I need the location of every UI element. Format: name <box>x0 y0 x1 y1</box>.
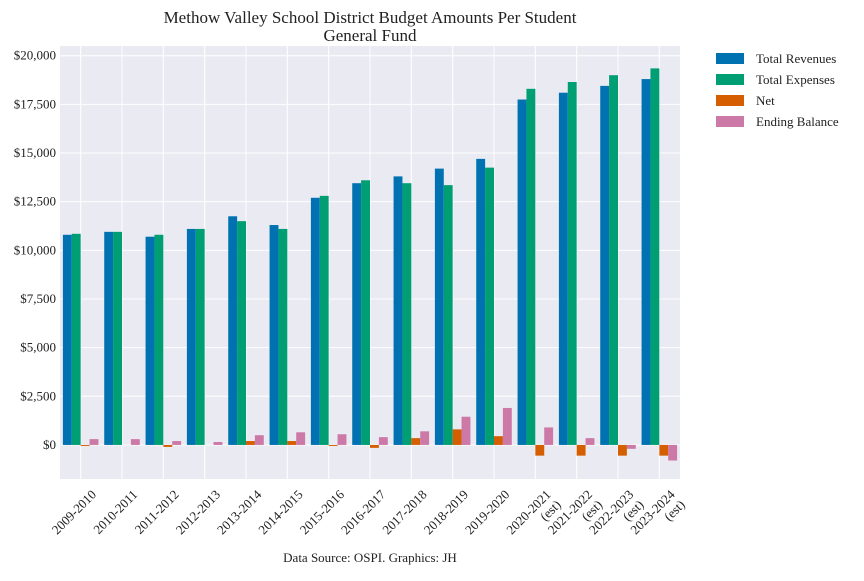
bar-total-expenses-7 <box>361 180 370 445</box>
legend: Total Revenues Total Expenses Net Ending Ba… <box>716 51 839 129</box>
bar-total-expenses-13 <box>609 75 618 445</box>
bar-ending-balance-4 <box>254 435 264 445</box>
x-tick-label-10: 2019-2020 <box>462 487 512 537</box>
bar-total-revenues-6 <box>310 197 320 445</box>
bar-ending-balance-10 <box>502 407 512 445</box>
bar-ending-balance-14 <box>668 444 678 461</box>
legend-label-2: Net <box>756 93 775 108</box>
y-axis-ticks: $0 $2,500 $5,000 $7,500 $10,000 $12,500 $15,00… <box>14 48 56 452</box>
x-tick-label-1: 2010-2011 <box>90 487 140 537</box>
bar-net-9 <box>452 429 462 445</box>
bar-total-expenses-10 <box>485 167 494 445</box>
bar-ending-balance-13 <box>626 444 636 449</box>
bar-net-14 <box>659 444 669 456</box>
bar-net-12 <box>576 444 586 456</box>
bar-total-expenses-0 <box>71 233 81 445</box>
legend-item-ending-balance: Ending Balance <box>716 114 839 129</box>
x-axis-ticks: 2009-20102010-20112011-20122012-20132013… <box>49 486 688 547</box>
bar-ending-balance-1 <box>130 439 140 445</box>
bar-total-revenues-8 <box>393 176 403 445</box>
bar-net-10 <box>494 436 503 445</box>
bar-net-5 <box>287 441 297 445</box>
bar-total-expenses-6 <box>319 195 329 445</box>
bar-total-revenues-1 <box>104 231 114 445</box>
y-tick-label-0: $0 <box>43 437 56 452</box>
bar-net-7 <box>370 444 379 448</box>
bar-total-expenses-14 <box>650 68 660 445</box>
bar-total-revenues-14 <box>641 79 651 445</box>
bar-total-expenses-2 <box>154 234 164 445</box>
bar-ending-balance-9 <box>461 416 471 445</box>
bar-total-revenues-3 <box>186 228 196 445</box>
bar-total-expenses-3 <box>195 228 205 445</box>
bar-ending-balance-3 <box>213 442 223 445</box>
bar-net-4 <box>246 441 255 445</box>
bar-total-expenses-12 <box>567 82 577 445</box>
legend-swatch-2 <box>716 95 744 106</box>
bar-ending-balance-12 <box>585 438 595 445</box>
y-tick-label-3: $7,500 <box>20 291 56 306</box>
bar-ending-balance-11 <box>544 427 554 445</box>
bar-total-revenues-13 <box>600 85 610 445</box>
y-tick-label-6: $15,000 <box>14 145 56 160</box>
y-tick-label-5: $12,500 <box>14 194 56 209</box>
bar-total-expenses-11 <box>526 88 536 445</box>
bar-total-expenses-9 <box>443 185 453 445</box>
bar-net-13 <box>618 444 627 456</box>
chart-title: Methow Valley School District Budget Amo… <box>164 8 577 27</box>
bar-total-expenses-5 <box>278 228 288 445</box>
bar-total-revenues-11 <box>517 99 527 445</box>
bar-total-revenues-0 <box>62 234 72 445</box>
legend-swatch-3 <box>716 116 744 127</box>
bar-net-2 <box>163 444 173 447</box>
bar-net-11 <box>535 444 545 456</box>
x-tick-label-8: 2017-2018 <box>379 487 429 537</box>
bar-total-revenues-12 <box>558 92 568 445</box>
data-source-note: Data Source: OSPI. Graphics: JH <box>283 550 457 565</box>
chart-subtitle: General Fund <box>323 26 417 45</box>
bar-total-revenues-7 <box>352 183 362 445</box>
legend-swatch-1 <box>716 74 744 85</box>
x-tick-label-0: 2009-2010 <box>49 487 99 537</box>
legend-item-total-expenses: Total Expenses <box>716 72 835 87</box>
legend-item-net: Net <box>716 93 775 108</box>
bar-total-revenues-9 <box>434 168 444 445</box>
legend-swatch-0 <box>716 53 744 64</box>
x-tick-label-5: 2014-2015 <box>255 487 305 537</box>
x-tick-label-9: 2018-2019 <box>421 487 471 537</box>
legend-label-0: Total Revenues <box>756 51 836 66</box>
bar-total-expenses-8 <box>402 183 412 445</box>
bar-net-6 <box>328 444 338 446</box>
bar-ending-balance-0 <box>89 439 99 445</box>
bar-total-revenues-2 <box>145 236 155 445</box>
y-tick-label-2: $5,000 <box>20 340 56 355</box>
bar-total-revenues-4 <box>228 216 238 445</box>
legend-label-3: Ending Balance <box>756 114 839 129</box>
y-tick-label-4: $10,000 <box>14 242 56 257</box>
bar-ending-balance-8 <box>420 431 430 445</box>
bar-net-8 <box>411 438 421 445</box>
x-tick-label-3: 2012-2013 <box>173 487 223 537</box>
bar-total-revenues-5 <box>269 225 279 445</box>
bar-ending-balance-7 <box>378 437 388 445</box>
y-tick-label-8: $20,000 <box>14 48 56 63</box>
bar-total-expenses-1 <box>113 231 122 445</box>
bar-ending-balance-2 <box>172 441 182 445</box>
x-tick-label-14: 2023-2024(est) <box>627 486 688 547</box>
legend-label-1: Total Expenses <box>756 72 835 87</box>
bar-net-0 <box>80 444 90 446</box>
bars <box>62 68 678 461</box>
bar-ending-balance-6 <box>337 434 347 445</box>
y-tick-label-7: $17,500 <box>14 96 56 111</box>
y-tick-label-1: $2,500 <box>20 388 56 403</box>
bar-ending-balance-5 <box>296 432 306 445</box>
bar-total-revenues-10 <box>476 158 486 445</box>
bar-total-expenses-4 <box>237 221 246 445</box>
legend-item-total-revenues: Total Revenues <box>716 51 836 66</box>
